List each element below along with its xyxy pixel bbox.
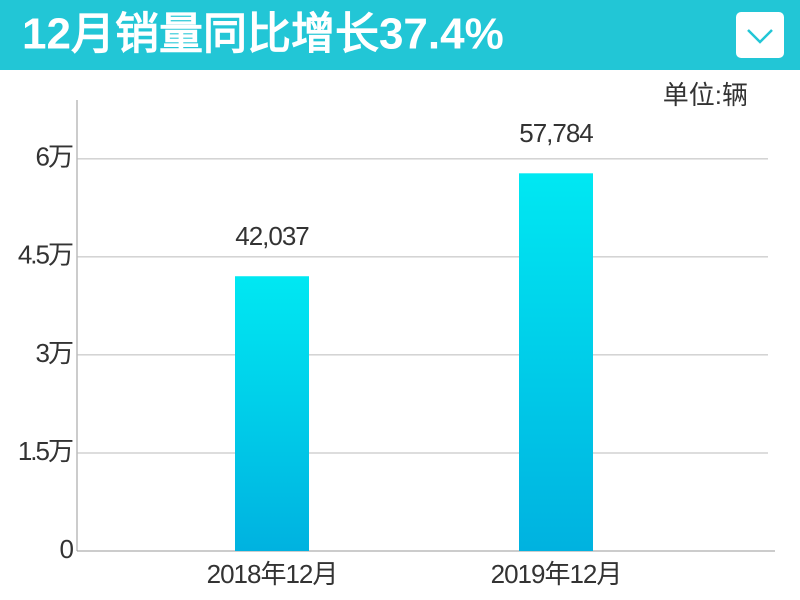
dropdown-button[interactable] <box>736 12 784 58</box>
unit-label: 单位:辆 <box>663 80 748 110</box>
bar <box>519 173 593 552</box>
dropdown-box[interactable] <box>736 12 784 58</box>
chart-title: 12月销量同比增长37.4% <box>22 10 504 59</box>
y-tick-label: 4.5万 <box>18 240 73 270</box>
dropdown-chevron[interactable] <box>747 29 773 44</box>
y-tick-label: 6万 <box>36 142 73 172</box>
value-label: 42,037 <box>235 221 309 251</box>
title-bar <box>0 0 800 70</box>
y-tick-label: 0 <box>60 534 74 564</box>
value-label: 57,784 <box>519 118 593 148</box>
bar <box>235 276 309 551</box>
y-tick-label: 3万 <box>36 338 73 368</box>
x-tick-label: 2019年12月 <box>491 559 622 589</box>
x-tick-label: 2018年12月 <box>207 559 338 589</box>
y-tick-label: 1.5万 <box>18 436 73 466</box>
